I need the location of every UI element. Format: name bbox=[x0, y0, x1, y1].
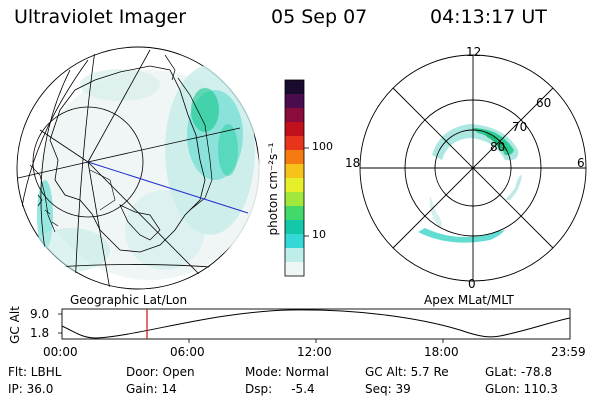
colorbar-segment bbox=[285, 108, 304, 123]
filter-info: Flt: LBHL bbox=[8, 365, 62, 379]
colorbar-segment bbox=[285, 220, 304, 235]
mlat-label-70: 70 bbox=[512, 120, 528, 134]
emission-oval-nightside bbox=[418, 228, 505, 243]
colorbar-segment bbox=[285, 94, 304, 109]
time-label: 04:13:17 UT bbox=[430, 6, 547, 28]
colorbar-tick-100: 100 bbox=[312, 140, 333, 153]
date-label: 05 Sep 07 bbox=[271, 6, 368, 28]
colorbar-segment bbox=[285, 80, 304, 95]
colorbar-segment bbox=[285, 136, 304, 151]
mlt-label-6: 6 bbox=[577, 156, 585, 170]
geographic-panel-label: Geographic Lat/Lon bbox=[70, 293, 188, 307]
mlt-label-12: 12 bbox=[466, 45, 482, 59]
colorbar-unit-label: photon cm⁻²s⁻¹ bbox=[266, 142, 280, 236]
mlat-label-60: 60 bbox=[536, 96, 552, 110]
time-tick-0000: 00:00 bbox=[43, 345, 78, 359]
time-tick-1800: 18:00 bbox=[424, 345, 459, 359]
ip-info: IP: 36.0 bbox=[8, 382, 54, 396]
colorbar-segment bbox=[285, 122, 304, 137]
gain-info: Gain: 14 bbox=[126, 382, 177, 396]
altitude-curve bbox=[61, 309, 571, 339]
altitude-plot bbox=[58, 308, 571, 343]
polar-plot bbox=[359, 54, 587, 282]
emission-oval-dayside bbox=[432, 124, 519, 161]
geographic-map bbox=[16, 46, 260, 290]
colorbar-segment bbox=[285, 192, 304, 207]
colorbar-segment bbox=[285, 150, 304, 165]
instrument-title: Ultraviolet Imager bbox=[14, 6, 187, 28]
time-tick-0600: 06:00 bbox=[170, 345, 205, 359]
colorbar-segment bbox=[285, 248, 304, 263]
altitude-tick-9: 9.0 bbox=[30, 307, 50, 321]
mlat-label-80: 80 bbox=[490, 140, 506, 154]
mode-info: Mode: Normal bbox=[245, 365, 329, 379]
geo-latitude-info: GLat: -78.8 bbox=[485, 365, 552, 379]
colorbar-ticks bbox=[304, 147, 309, 237]
apex-panel-label: Apex MLat/MLT bbox=[424, 293, 514, 307]
colorbar-tick-10: 10 bbox=[312, 228, 326, 241]
altitude-axis-label: GC Alt bbox=[8, 306, 22, 344]
colorbar-segment bbox=[285, 164, 304, 179]
gc-altitude-info: GC Alt: 5.7 Re bbox=[365, 365, 449, 379]
time-tick-1200: 12:00 bbox=[297, 345, 332, 359]
colorbar-segment bbox=[285, 178, 304, 193]
colorbar-segment bbox=[285, 206, 304, 221]
colorbar-segment bbox=[285, 262, 304, 277]
mlt-label-18: 18 bbox=[345, 156, 361, 170]
geo-longitude-info: GLon: 110.3 bbox=[485, 382, 558, 396]
mlt-label-0: 0 bbox=[468, 277, 476, 291]
sequence-info: Seq: 39 bbox=[365, 382, 411, 396]
altitude-plot-frame bbox=[61, 308, 571, 340]
colorbar-segment bbox=[285, 234, 304, 249]
colorbar bbox=[284, 79, 305, 277]
colorbar-frame bbox=[284, 79, 305, 277]
altitude-tick-1-8: 1.8 bbox=[30, 326, 50, 340]
time-tick-2359: 23:59 bbox=[551, 345, 586, 359]
dsp-info: Dsp: -5.4 bbox=[245, 382, 315, 396]
door-info: Door: Open bbox=[126, 365, 195, 379]
